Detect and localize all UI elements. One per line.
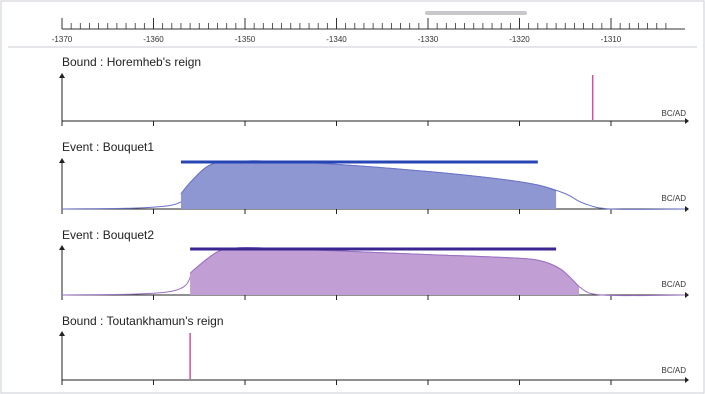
x-axis-arrow (685, 206, 689, 212)
x-axis-label: BC/AD (662, 194, 687, 203)
x-axis-arrow (685, 377, 689, 383)
hpd-region (190, 247, 579, 295)
y-axis-arrow (59, 331, 65, 336)
panel-title: Event : Bouquet1 (62, 140, 154, 154)
y-axis-arrow (59, 158, 65, 163)
x-axis-arrow (685, 292, 689, 298)
ruler-tick-label: -1320 (509, 35, 530, 44)
ruler-tick-label: -1340 (326, 35, 347, 44)
ruler-tick-label: -1360 (143, 35, 164, 44)
ruler-tick-label: -1370 (52, 35, 73, 44)
y-axis-arrow (59, 245, 65, 250)
panel-title: Bound : Toutankhamun's reign (62, 314, 224, 328)
hpd-region (180, 160, 557, 209)
panel-toutankhamun: Bound : Toutankhamun's reign BC/AD (59, 314, 689, 385)
panel-axes (59, 331, 689, 385)
x-axis-arrow (685, 118, 689, 124)
ruler-tick-label: -1350 (235, 35, 256, 44)
panel-bouquet2: Event : Bouquet2 BC/AD (59, 228, 689, 300)
timeline-ruler: -1370 -1360 -1350 -1340 -1330 -1320 -1310 (8, 18, 697, 48)
x-axis-label: BC/AD (662, 280, 687, 289)
panel-bouquet1: Event : Bouquet1 BC/AD (59, 140, 689, 214)
density-outline (189, 247, 580, 287)
panel-axes (59, 73, 689, 126)
horizontal-scrollbar[interactable] (425, 11, 527, 15)
ruler-tick-label: -1330 (418, 35, 439, 44)
x-axis-label: BC/AD (662, 109, 687, 118)
y-axis-arrow (59, 73, 65, 78)
x-axis-label: BC/AD (662, 366, 687, 375)
panel-title: Event : Bouquet2 (62, 228, 154, 242)
panel-horemheb: Bound : Horemheb's reign BC/AD (59, 55, 689, 126)
panel-title: Bound : Horemheb's reign (62, 55, 201, 69)
ruler-tick-label: -1310 (601, 35, 622, 44)
